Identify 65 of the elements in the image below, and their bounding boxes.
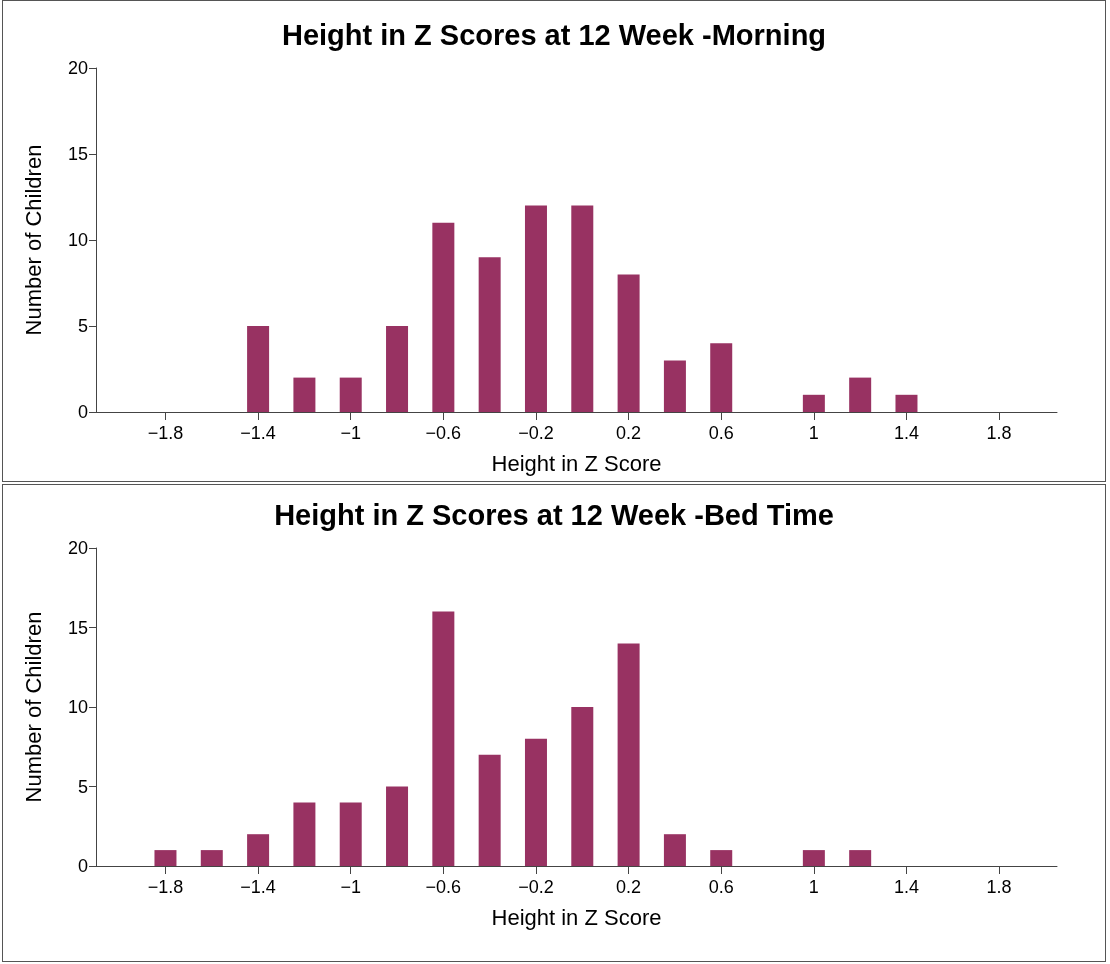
bar: [617, 274, 640, 412]
x-tick-label: −1: [340, 877, 361, 897]
y-tick-label: 0: [77, 402, 88, 422]
bar: [849, 850, 872, 866]
bar: [339, 802, 362, 866]
x-tick-label: 1: [808, 423, 819, 443]
y-tick-label: 0: [77, 856, 88, 876]
y-tick-label: 20: [67, 538, 88, 558]
x-axis-title: Height in Z Score: [491, 904, 662, 930]
x-tick-label: 1.8: [986, 877, 1012, 897]
bar: [247, 834, 270, 866]
x-tick-label: 0.6: [708, 877, 734, 897]
bar: [802, 850, 825, 866]
x-tick-label: −0.2: [518, 423, 554, 443]
y-axis-title: Number of Children: [20, 611, 46, 803]
bar: [524, 738, 547, 866]
bar: [386, 786, 409, 866]
bar: [617, 643, 640, 866]
bar: [293, 802, 316, 866]
bar: [571, 707, 594, 866]
x-tick-label: 1.4: [893, 423, 919, 443]
bar: [849, 377, 872, 412]
bar: [524, 205, 547, 412]
y-tick-label: 15: [67, 144, 88, 164]
x-tick-label: 0.2: [616, 877, 642, 897]
bar: [478, 257, 501, 412]
bar: [247, 326, 270, 412]
x-tick-label: −1.4: [240, 877, 276, 897]
x-axis-title: Height in Z Score: [491, 450, 662, 476]
x-tick-label: −1.4: [240, 423, 276, 443]
x-tick-label: −1: [340, 423, 361, 443]
y-tick-label: 20: [67, 58, 88, 78]
bar: [571, 205, 594, 412]
x-tick-label: −0.6: [425, 877, 462, 897]
y-tick-label: 10: [67, 697, 88, 717]
y-tick-label: 15: [67, 617, 88, 638]
bar: [663, 360, 686, 412]
y-tick-label: 5: [77, 776, 88, 797]
bar: [663, 834, 686, 866]
bar: [386, 326, 409, 412]
bar: [710, 850, 733, 866]
x-tick-label: −0.2: [518, 877, 554, 897]
y-tick-label: 10: [67, 230, 88, 250]
y-axis-title: Number of Children: [20, 144, 46, 336]
x-tick-label: 0.2: [616, 423, 642, 443]
x-tick-label: 1: [808, 877, 819, 897]
bar: [478, 754, 501, 866]
y-tick-label: 5: [77, 316, 88, 336]
bar: [293, 377, 316, 412]
bar: [432, 222, 455, 412]
bar: [432, 611, 455, 866]
x-tick-label: −1.8: [147, 877, 184, 897]
bar: [154, 850, 177, 866]
bar: [895, 394, 918, 412]
bar: [200, 850, 223, 866]
bar: [802, 394, 825, 412]
x-tick-label: −1.8: [147, 423, 184, 443]
x-tick-label: −0.6: [425, 423, 462, 443]
x-tick-label: 0.6: [708, 423, 734, 443]
x-tick-label: 1.8: [986, 423, 1012, 443]
bar: [339, 377, 362, 412]
x-tick-label: 1.4: [893, 877, 919, 897]
chart-title: Height in Z Scores at 12 Week -Morning: [281, 18, 827, 51]
bar: [710, 343, 733, 412]
chart-title: Height in Z Scores at 12 Week -Bed Time: [274, 498, 834, 531]
